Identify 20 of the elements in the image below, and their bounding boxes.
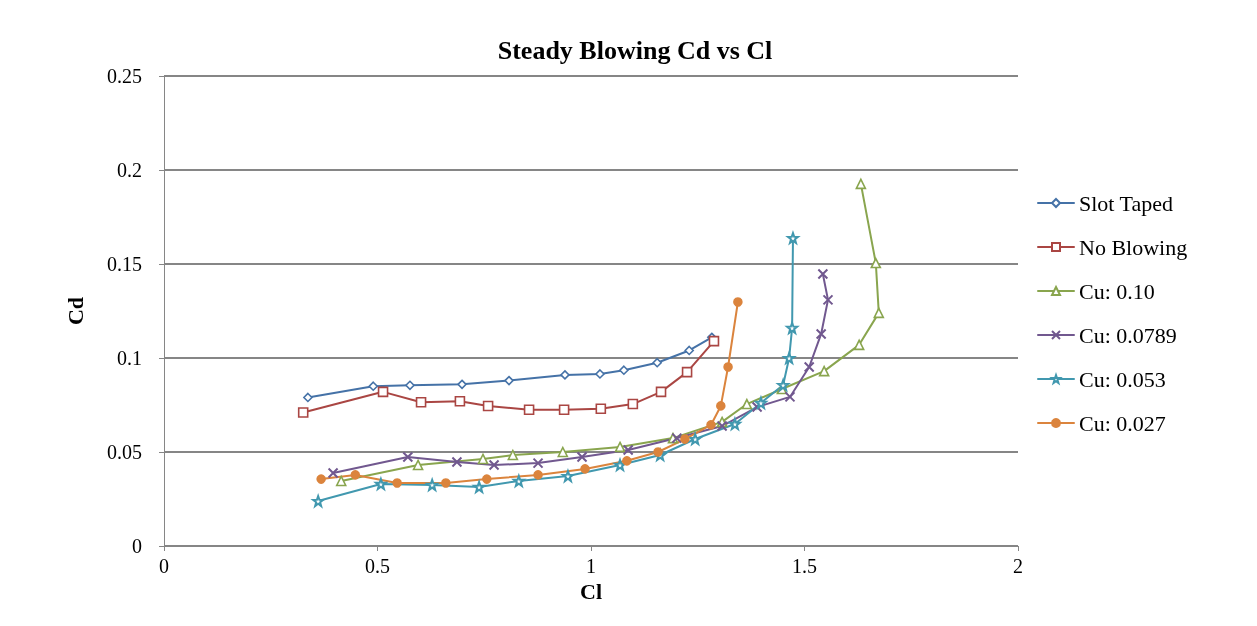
x-tick-label: 2: [1013, 555, 1023, 577]
chart-title: Steady Blowing Cd vs Cl: [497, 35, 773, 65]
legend-label: Slot Taped: [1079, 190, 1173, 216]
x-tick-label: 0: [159, 555, 169, 577]
legend-label: Cu: 0.027: [1079, 410, 1166, 436]
legend-label: No Blowing: [1079, 234, 1188, 260]
y-axis-title: Cd: [62, 296, 88, 326]
legend-label: Cu: 0.0789: [1079, 322, 1177, 348]
x-axis-title: Cl: [580, 579, 602, 605]
y-tick-label: 0.05: [107, 441, 142, 463]
x-tick-label: 0.5: [365, 555, 390, 577]
y-tick-label: 0.25: [107, 65, 142, 87]
x-tick-label: 1: [586, 555, 596, 577]
y-tick-label: 0.2: [117, 159, 142, 181]
y-tick-label: 0: [132, 535, 142, 557]
y-tick-label: 0.1: [117, 347, 142, 369]
legend-label: Cu: 0.053: [1079, 366, 1166, 392]
legend-label: Cu: 0.10: [1079, 278, 1155, 304]
y-tick-label: 0.15: [107, 253, 142, 275]
x-tick-label: 1.5: [792, 555, 817, 577]
